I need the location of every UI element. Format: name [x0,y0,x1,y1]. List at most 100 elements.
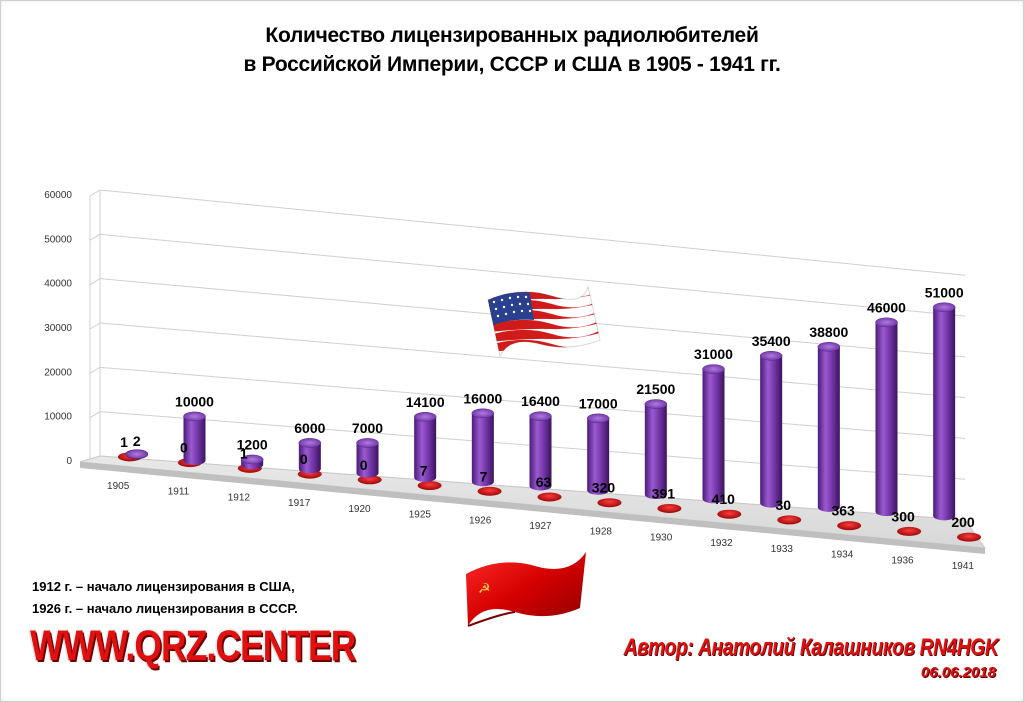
y-tick-label: 20000 [44,367,72,378]
ussr-data-label: 363 [831,503,855,519]
x-tick-label: 1933 [771,544,794,555]
usa-bar [298,438,322,474]
usa-data-label: 1200 [237,436,268,452]
ussr-data-label: 1 [240,445,248,461]
y-tick-label: 30000 [44,323,72,334]
ussr-bar [417,481,442,491]
credit-date: 06.06.2018 [920,664,996,681]
ussr-bar [837,521,862,531]
usa-data-label: 35400 [752,333,791,349]
usa-data-label: 38800 [809,324,848,340]
x-tick-label: 1934 [831,550,854,561]
usa-bar [125,449,149,459]
svg-text:☭: ☭ [478,581,491,597]
y-tick-label: 10000 [44,412,72,423]
usa-data-label: 17000 [579,395,618,411]
ussr-data-label: 300 [891,508,915,524]
ussr-data-label: 30 [775,497,791,513]
usa-bar [529,411,552,491]
note-line-2: 1926 г. – начало лицензирования в СССР. [32,601,298,616]
usa-bar [875,317,898,517]
y-tick-label: 50000 [44,234,72,245]
x-tick-label: 1905 [107,481,130,492]
ussr-data-label: 7 [420,463,428,479]
x-tick-label: 1917 [288,498,311,509]
y-tick-label: 40000 [44,279,72,290]
x-tick-label: 1925 [409,510,432,521]
gridline-side [89,366,101,374]
usa-flag-icon [487,285,601,358]
usa-data-label: 14100 [406,394,445,410]
site-logo: WWW.QRZ.CENTER [30,622,356,670]
gridline-side [89,278,101,286]
usa-bar [183,411,206,465]
ussr-bar [777,515,802,525]
usa-data-label: 51000 [925,284,964,300]
data-labels-layer: 2119051000001911120011912600001917700001… [107,284,975,572]
x-tick-label: 1928 [590,527,613,538]
usa-bar [644,399,668,500]
usa-bar [759,351,783,508]
usa-bar [817,342,841,512]
usa-data-label: 16000 [463,390,502,406]
usa-bar [240,454,264,470]
ussr-bar [897,526,922,536]
gridline-side [89,233,101,241]
note-line-1: 1912 г. – начало лицензирования в США, [32,579,295,594]
usa-bar [932,302,956,521]
usa-data-label: 10000 [175,393,214,409]
ussr-bar [537,492,562,502]
x-tick-label: 1926 [469,515,492,526]
x-tick-label: 1930 [650,532,673,543]
usa-bar [413,412,437,482]
usa-data-label: 46000 [867,299,906,315]
ussr-data-label: 7 [480,468,488,484]
usa-data-label: 6000 [294,420,325,436]
ussr-data-label: 1 [120,434,128,450]
usa-bar [702,364,725,504]
floor-layer [79,455,987,554]
x-tick-label: 1912 [228,492,251,503]
x-tick-label: 1927 [529,521,552,532]
x-tick-label: 1911 [168,487,190,498]
ussr-data-label: 63 [536,474,552,490]
usa-data-label: 7000 [352,420,383,436]
usa-data-label: 21500 [636,381,675,397]
ussr-data-label: 391 [652,485,676,501]
ussr-bar [657,503,682,513]
ussr-flag-icon: ☭ [466,552,586,627]
chart-floor-edge [80,462,985,554]
ussr-bar [597,498,622,508]
x-tick-label: 1941 [952,561,975,572]
gridline-side [89,322,101,330]
usa-bar [356,438,379,478]
author-credit: Автор: Анатолий Калашников RN4HGK [623,634,998,661]
ussr-data-label: 320 [592,480,616,496]
ussr-data-label: 0 [300,451,308,467]
usa-bar [471,408,495,487]
gridline-side [89,411,101,419]
ussr-data-label: 0 [180,440,188,456]
usa-data-label: 16400 [521,393,560,409]
ussr-data-label: 200 [951,514,975,530]
chart-title-line-1: Количество лицензированных радиолюбителе… [265,24,759,47]
y-tick-label: 0 [66,456,72,467]
gridline [99,189,966,276]
ussr-data-label: 0 [360,457,368,473]
usa-data-label: 2 [133,433,141,449]
chart-title-line-2: в Российской Империи, СССР и США в 1905 … [243,53,781,76]
gridline [99,233,966,317]
usa-series-layer [125,302,956,521]
x-tick-label: 1920 [348,504,371,515]
gridline-side [89,189,101,197]
y-tick-label: 60000 [44,190,72,201]
usa-data-label: 31000 [694,346,733,362]
ussr-bar [357,475,382,485]
ussr-bar [477,486,502,496]
ussr-data-label: 410 [712,491,736,507]
usa-bar [586,413,610,495]
x-tick-label: 1936 [891,555,914,566]
ussr-bar [957,532,982,542]
ussr-bar [717,509,742,519]
